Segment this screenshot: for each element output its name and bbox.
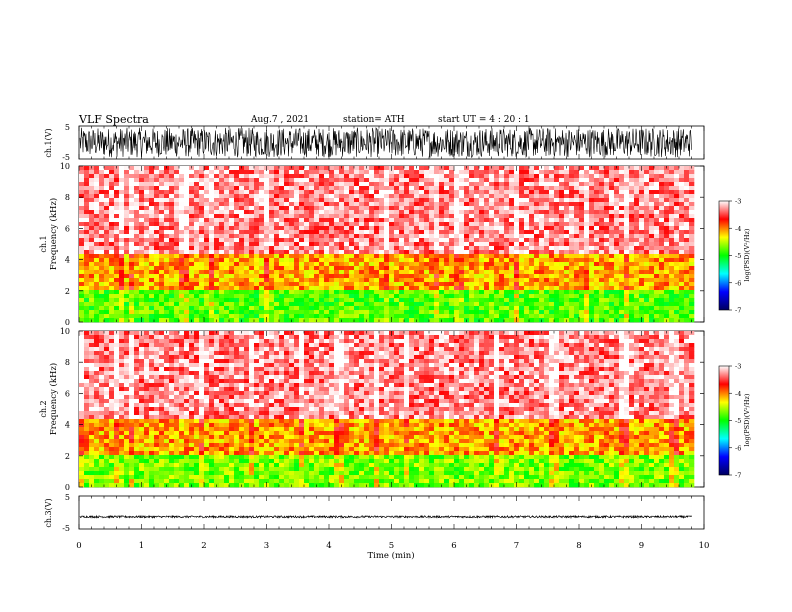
cb1-ticks-label: -5 xyxy=(735,252,741,260)
time-tick-label: 6 xyxy=(451,541,456,551)
ch1-ylabel: ch.1(V) xyxy=(44,128,53,157)
spec1-ytick-label: 0 xyxy=(65,318,70,327)
ch1-spectrogram-image xyxy=(79,166,695,323)
ch1-spec-channel-label: ch.1 xyxy=(39,235,48,252)
time-tick-label: 1 xyxy=(139,541,144,551)
spec2-ytick-label: 8 xyxy=(65,358,70,367)
chart-title: VLF Spectra xyxy=(79,113,149,126)
cb2-ticks-label: -6 xyxy=(735,444,741,452)
spec2-ytick-label: 2 xyxy=(65,452,70,461)
ch2-colorbar: -3 -4 -5 -6 -7 log(PSD)(V²/Hz) xyxy=(718,363,751,480)
ch2-spectrogram-image xyxy=(79,331,695,488)
station-label: station= ATH xyxy=(343,115,405,125)
ch1-spec-ylabel: Frequency (kHz) xyxy=(48,198,59,270)
ch2-spectrogram-yticks: 0 2 4 6 8 10 xyxy=(60,327,704,492)
spec2-ytick-label: 10 xyxy=(60,327,70,336)
cb1-ticks-label: -4 xyxy=(735,225,741,233)
ch3-waveform-trace xyxy=(79,514,692,520)
ch2-colorbar-ticks: -3 -4 -5 -6 -7 xyxy=(729,363,741,480)
time-tick-label: 8 xyxy=(576,541,581,551)
time-tick-label: 4 xyxy=(326,541,331,551)
cb2-ticks-label: -4 xyxy=(735,390,741,398)
spec1-ytick-label: 10 xyxy=(60,162,70,171)
ch2-spectrogram-panel: 0 2 4 6 8 10 ch.2 Frequency (kHz) xyxy=(39,327,705,492)
time-tick-label: 2 xyxy=(201,541,206,551)
cb1-ticks-label: -3 xyxy=(735,198,741,206)
ch2-spec-ylabel: Frequency (kHz) xyxy=(48,363,59,435)
spec1-ytick-label: 4 xyxy=(65,256,70,265)
ch1-colorbar-label: log(PSD)(V²/Hz) xyxy=(743,228,751,281)
time-tick-label: 5 xyxy=(389,541,394,551)
start-time-label: start UT = 4 : 20 : 1 xyxy=(438,115,530,125)
ch3-waveform-panel: 5 -5 ch.3(V) xyxy=(44,493,705,533)
time-axis-label: Time (min) xyxy=(367,550,414,561)
spec2-ytick-label: 6 xyxy=(65,389,70,398)
ch1-colorbar-ticks: -3 -4 -5 -6 -7 xyxy=(729,198,741,315)
time-axis-tick-labels: 0 1 2 3 4 5 6 7 8 9 10 xyxy=(76,541,709,551)
ch1-colorbar: -3 -4 -5 -6 -7 log(PSD)(V²/Hz) xyxy=(718,198,751,315)
cb2-ticks-label: -3 xyxy=(735,363,741,371)
time-axis-ticks xyxy=(78,126,705,529)
ch1-spectrogram-panel: 0 2 4 6 8 10 ch.1 Frequency (kHz) xyxy=(39,162,705,327)
ch3-ylabel: ch.3(V) xyxy=(44,498,53,527)
cb1-ticks-label: -7 xyxy=(735,307,741,315)
time-tick-label: 10 xyxy=(699,541,710,551)
spec1-ytick-label: 8 xyxy=(65,193,70,202)
ch3-ytick-top: 5 xyxy=(65,493,70,502)
ch1-ytick-bottom: -5 xyxy=(62,153,70,162)
ch1-ytick-top: 5 xyxy=(65,123,70,132)
spec1-ytick-label: 2 xyxy=(65,287,70,296)
ch1-colorbar-bar xyxy=(718,200,730,311)
cb2-ticks-label: -7 xyxy=(735,472,741,480)
spec2-ytick-label: 4 xyxy=(65,421,70,430)
ch1-waveform-panel: 5 -5 ch.1(V) xyxy=(44,123,705,162)
cb1-ticks-label: -6 xyxy=(735,279,741,287)
time-tick-label: 9 xyxy=(639,541,644,551)
time-tick-label: 3 xyxy=(264,541,269,551)
ch3-waveform-frame xyxy=(78,495,705,530)
ch1-waveform-trace xyxy=(79,127,692,159)
time-tick-label: 7 xyxy=(514,541,519,551)
ch3-ytick-bottom: -5 xyxy=(62,524,70,533)
ch1-spectrogram-yticks: 0 2 4 6 8 10 xyxy=(60,162,704,327)
cb2-ticks-label: -5 xyxy=(735,417,741,425)
ch2-colorbar-label: log(PSD)(V²/Hz) xyxy=(743,393,751,446)
time-tick-label: 0 xyxy=(76,541,81,551)
ch2-spec-channel-label: ch.2 xyxy=(39,400,48,417)
spec2-ytick-label: 0 xyxy=(65,483,70,492)
ch2-colorbar-bar xyxy=(718,365,730,476)
spec1-ytick-label: 6 xyxy=(65,224,70,233)
date-label: Aug.7 , 2021 xyxy=(251,115,310,125)
